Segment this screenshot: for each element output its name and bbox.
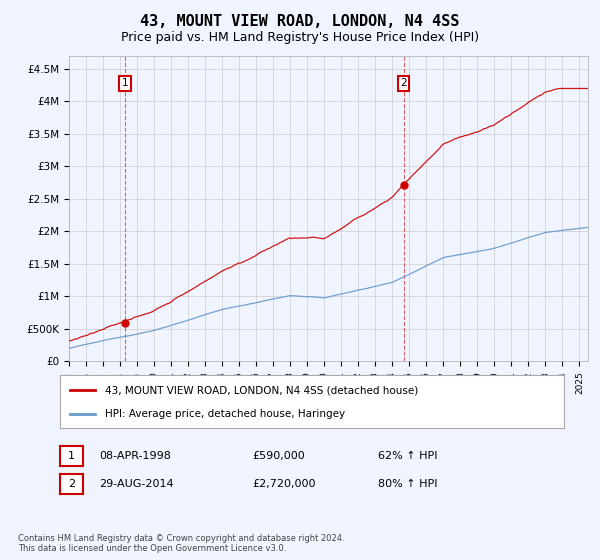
Text: 1: 1: [121, 78, 128, 88]
Text: 43, MOUNT VIEW ROAD, LONDON, N4 4SS (detached house): 43, MOUNT VIEW ROAD, LONDON, N4 4SS (det…: [106, 385, 419, 395]
Text: 08-APR-1998: 08-APR-1998: [99, 451, 171, 461]
Text: Contains HM Land Registry data © Crown copyright and database right 2024.
This d: Contains HM Land Registry data © Crown c…: [18, 534, 344, 553]
Text: £590,000: £590,000: [252, 451, 305, 461]
Text: 43, MOUNT VIEW ROAD, LONDON, N4 4SS: 43, MOUNT VIEW ROAD, LONDON, N4 4SS: [140, 14, 460, 29]
Text: 80% ↑ HPI: 80% ↑ HPI: [378, 479, 437, 489]
Text: Price paid vs. HM Land Registry's House Price Index (HPI): Price paid vs. HM Land Registry's House …: [121, 31, 479, 44]
Text: 2: 2: [68, 479, 75, 489]
Text: £2,720,000: £2,720,000: [252, 479, 316, 489]
Text: 29-AUG-2014: 29-AUG-2014: [99, 479, 173, 489]
Text: 1: 1: [68, 451, 75, 461]
Text: 2: 2: [400, 78, 407, 88]
Text: HPI: Average price, detached house, Haringey: HPI: Average price, detached house, Hari…: [106, 408, 346, 418]
Text: 62% ↑ HPI: 62% ↑ HPI: [378, 451, 437, 461]
